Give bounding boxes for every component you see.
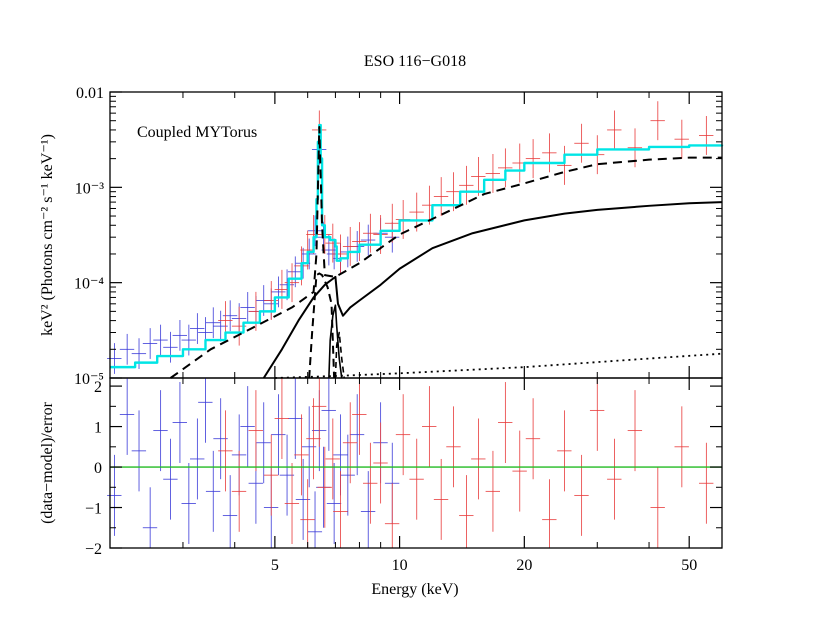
top-y-axis-label: keV² (Photons cm⁻² s⁻¹ keV⁻¹) (39, 134, 56, 336)
model-curve-dashed-reflection (169, 125, 722, 379)
model-curve-solid-line-component (328, 304, 343, 379)
top-model-curves (110, 123, 724, 379)
top-y-tick-label-2: 10⁻³ (75, 180, 104, 197)
bottom-y-tick-label-3: 1 (94, 420, 102, 437)
top-panel: 10⁻⁵ 10⁻⁴ 10⁻³ 0.01 Coupled MYTorus keV² (P… (39, 85, 724, 388)
x-tick-label-2: 20 (516, 557, 532, 574)
top-data-points (107, 101, 714, 374)
x-tick-label-1: 10 (392, 557, 408, 574)
bottom-panel: −2 −1 0 1 2 (data−model)/error (39, 377, 723, 558)
model-curve-total-model-step-cyan (110, 123, 724, 369)
bottom-panel-frame (109, 377, 723, 549)
x-axis-ticks: 5 10 20 50 (182, 92, 723, 574)
bottom-y-tick-label-0: −2 (85, 541, 102, 558)
top-y-tick-label-0: 10⁻⁵ (74, 371, 104, 388)
residual-points (107, 378, 714, 548)
bottom-y-tick-label-2: 0 (94, 460, 102, 477)
bottom-y-tick-label-1: −1 (85, 501, 102, 518)
bottom-axis-ticks: −2 −1 0 1 2 (85, 379, 722, 558)
x-axis-label: Energy (keV) (371, 581, 458, 598)
x-tick-label-3: 50 (681, 557, 697, 574)
model-curve-dashed-line-component (308, 272, 336, 379)
bottom-y-tick-label-4: 2 (94, 379, 102, 396)
model-curve-dotted-scattered (274, 352, 723, 379)
top-y-tick-label-1: 10⁻⁴ (74, 276, 104, 293)
top-y-tick-label-3: 0.01 (76, 85, 104, 102)
top-axis-ticks: 10⁻⁵ 10⁻⁴ 10⁻³ 0.01 (74, 85, 722, 388)
model-annotation: Coupled MYTorus (137, 124, 257, 141)
model-curve-dashed-edge-component (334, 331, 345, 379)
bottom-y-axis-label: (data−model)/error (39, 401, 56, 524)
x-tick-label-0: 5 (271, 557, 279, 574)
chart-title: ESO 116−G018 (364, 53, 466, 70)
